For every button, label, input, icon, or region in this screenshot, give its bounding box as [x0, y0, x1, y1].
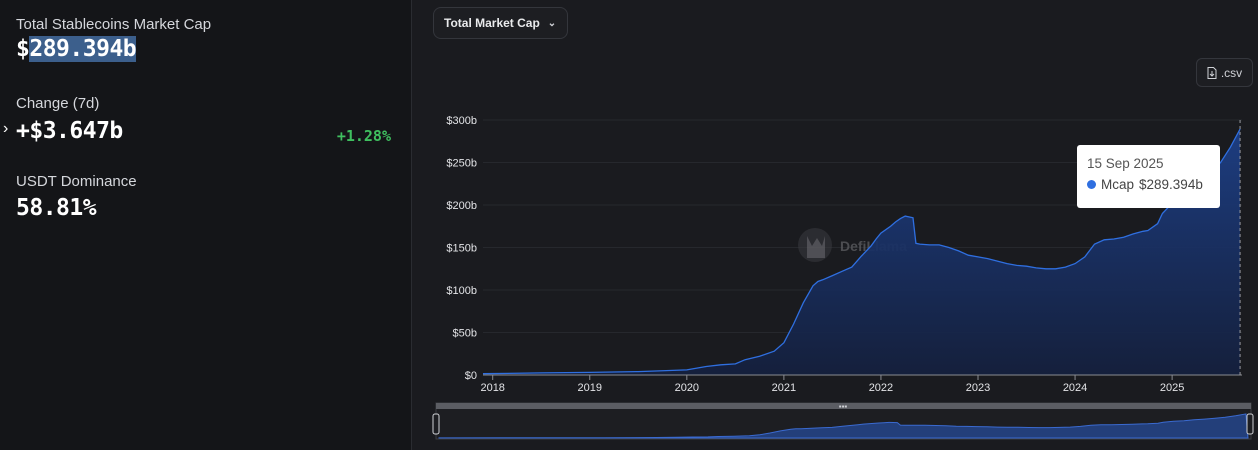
csv-label: .csv — [1220, 65, 1243, 80]
x-tick-label: 2022 — [869, 382, 893, 394]
y-tick-label: $100b — [446, 285, 477, 297]
change-value: +$3.647b — [16, 118, 123, 144]
chart-tooltip: 15 Sep 2025 Mcap $289.394b — [1077, 145, 1220, 208]
x-tick-label: 2020 — [675, 382, 699, 394]
y-tick-label: $150b — [446, 243, 477, 255]
mcap-label: Total Stablecoins Market Cap — [16, 16, 212, 33]
brush-handle-left[interactable] — [432, 413, 440, 435]
x-tick-label: 2024 — [1063, 382, 1087, 394]
y-tick-label: $200b — [446, 200, 477, 212]
brush-grip-icon[interactable]: ▪▪▪ — [839, 402, 848, 411]
x-tick-label: 2021 — [772, 382, 796, 394]
panel-divider — [411, 0, 412, 450]
metric-dropdown[interactable]: Total Market Cap ⌄ — [433, 7, 568, 39]
brush-mini-area — [438, 413, 1249, 439]
file-icon — [1207, 66, 1217, 79]
x-tick-label: 2018 — [480, 382, 504, 394]
range-brush[interactable]: ▪▪▪ — [432, 402, 1254, 440]
dominance-value: 58.81% — [16, 195, 97, 221]
dominance-label: USDT Dominance — [16, 173, 137, 190]
tooltip-date: 15 Sep 2025 — [1087, 156, 1164, 171]
tooltip-row: Mcap $289.394b — [1087, 177, 1210, 192]
y-tick-label: $300b — [446, 115, 477, 127]
x-tick-label: 2025 — [1160, 382, 1184, 394]
mcap-number[interactable]: 289.394b — [29, 36, 137, 62]
metric-dropdown-label: Total Market Cap — [444, 16, 540, 30]
tooltip-series: Mcap — [1101, 177, 1135, 192]
tooltip-value: $289.394b — [1139, 177, 1203, 192]
mcap-value: $289.394b — [16, 36, 137, 62]
y-tick-label: $0 — [465, 370, 477, 382]
mcap-prefix: $ — [16, 36, 30, 62]
y-tick-label: $250b — [446, 158, 477, 170]
brush-handle-right[interactable] — [1246, 413, 1254, 435]
x-tick-label: 2023 — [966, 382, 990, 394]
stats-panel: Total Stablecoins Market Cap $289.394b C… — [0, 0, 411, 450]
market-cap-chart: DefiLlama $0$50b$100b$150b$200b$250b$300… — [432, 115, 1254, 440]
chevron-down-icon: ⌄ — [547, 17, 557, 29]
csv-download-button[interactable]: .csv — [1196, 58, 1253, 87]
chart-panel: Total Market Cap ⌄ .csv DefiLlama $0$50b… — [421, 0, 1258, 450]
change-label: Change (7d) — [16, 95, 100, 112]
series-dot-icon — [1087, 180, 1096, 189]
x-tick-label: 2019 — [578, 382, 602, 394]
mcap-area — [483, 129, 1241, 375]
y-tick-label: $50b — [453, 328, 477, 340]
change-percent: +1.28% — [336, 127, 391, 145]
chevron-right-icon[interactable]: › — [3, 120, 9, 137]
brush-bar[interactable] — [436, 403, 1251, 409]
mcap-line — [482, 128, 1241, 375]
